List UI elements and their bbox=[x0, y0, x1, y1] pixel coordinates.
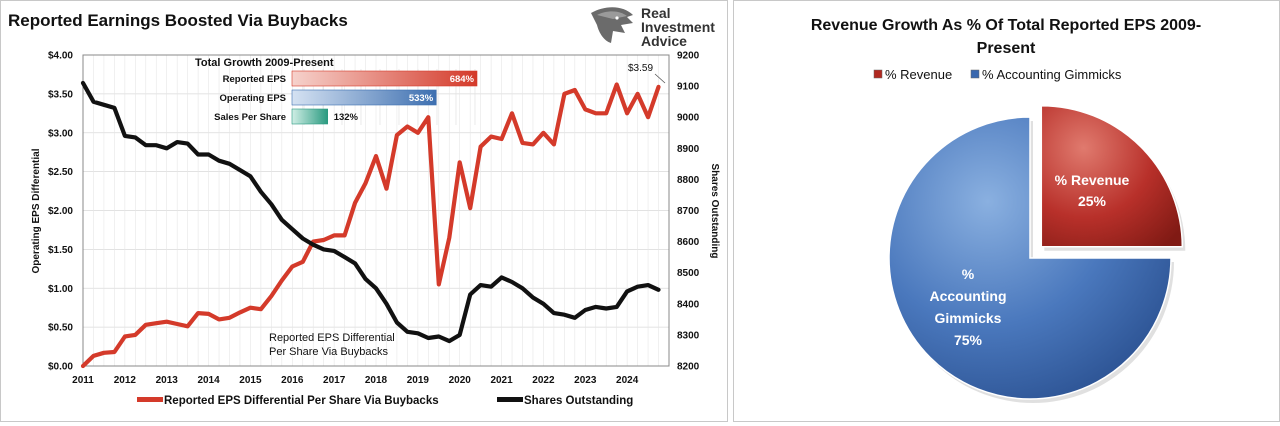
pie-title-line-2: Present bbox=[977, 40, 1036, 57]
inset-bar bbox=[291, 70, 478, 87]
right-y-tick-label: 8200 bbox=[677, 362, 700, 373]
x-tick-label: 2022 bbox=[532, 375, 555, 386]
x-tick-label: 2016 bbox=[281, 375, 304, 386]
pie-title-line-1: Revenue Growth As % Of Total Reported EP… bbox=[811, 17, 1201, 34]
x-tick-label: 2018 bbox=[365, 375, 388, 386]
left-y-tick-label: $0.50 bbox=[48, 323, 73, 334]
revenue-label-value: 25% bbox=[1078, 193, 1107, 209]
inset-bar bbox=[291, 89, 437, 106]
left-y-tick-label: $3.00 bbox=[48, 128, 73, 139]
right-y-axis: 8200 8300 8400 8500 8600 8700 8800 8900 9000 9100… bbox=[677, 51, 700, 373]
inset-bar-label: Operating EPS bbox=[219, 93, 286, 104]
right-y-tick-label: 9000 bbox=[677, 113, 700, 124]
plot-area bbox=[82, 54, 670, 367]
right-y-tick-label: 8500 bbox=[677, 268, 700, 279]
legend-label-gimmicks: % Accounting Gimmicks bbox=[982, 67, 1122, 82]
inset-bar-value-label: 132% bbox=[334, 112, 359, 123]
legend-swatch-revenue bbox=[873, 69, 883, 79]
revenue-label-name: % Revenue bbox=[1055, 172, 1130, 188]
left-y-tick-label: $1.50 bbox=[48, 245, 73, 256]
revenue-pie-chart: Revenue Growth As % Of Total Reported EP… bbox=[811, 17, 1201, 403]
right-y-axis-label: Shares Outstanding bbox=[709, 163, 720, 258]
x-tick-label: 2015 bbox=[239, 375, 262, 386]
pie-slice-label-gimmicks: % Accounting Gimmicks 75% bbox=[930, 266, 1007, 348]
legend-label-revenue: % Revenue bbox=[885, 67, 952, 82]
x-tick-label: 2020 bbox=[449, 375, 472, 386]
logo-line-2: Investment bbox=[641, 19, 715, 35]
legend-swatch-gimmicks bbox=[970, 69, 980, 79]
inset-bar-label: Sales Per Share bbox=[214, 112, 286, 123]
gimmicks-label-line-1: % bbox=[962, 266, 975, 282]
last-value-label: $3.59 bbox=[628, 63, 653, 74]
x-tick-label: 2011 bbox=[72, 375, 94, 386]
x-tick-label: 2017 bbox=[323, 375, 346, 386]
x-tick-label: 2013 bbox=[156, 375, 179, 386]
legend-swatch-shares bbox=[497, 397, 523, 402]
right-y-tick-label: 8800 bbox=[677, 175, 700, 186]
logo-line-1: Real bbox=[641, 5, 671, 21]
pie-legend: % Revenue % Accounting Gimmicks bbox=[873, 67, 1122, 82]
x-tick-label: 2023 bbox=[574, 375, 597, 386]
legend-label-eps: Reported EPS Differential Per Share Via … bbox=[164, 395, 439, 407]
eps-differential-line bbox=[80, 82, 661, 369]
buyback-line-chart: Reported Earnings Boosted Via Buybacks R… bbox=[8, 5, 720, 407]
x-tick-label: 2021 bbox=[490, 375, 513, 386]
left-y-tick-label: $4.00 bbox=[48, 51, 73, 62]
annotation-line-2: Per Share Via Buybacks bbox=[269, 346, 389, 358]
pie-slice-label-revenue: % Revenue 25% bbox=[1055, 172, 1130, 209]
series-lines bbox=[80, 80, 661, 369]
buyback-chart-panel: Reported Earnings Boosted Via Buybacks R… bbox=[0, 0, 728, 422]
left-chart-title: Reported Earnings Boosted Via Buybacks bbox=[8, 11, 348, 30]
right-y-tick-label: 9200 bbox=[677, 51, 700, 62]
inset-title: Total Growth 2009-Present bbox=[195, 57, 334, 69]
logo-line-3: Advice bbox=[641, 33, 687, 49]
last-value-leader bbox=[654, 73, 666, 84]
inset-bar-label: Reported EPS bbox=[223, 74, 286, 85]
right-y-tick-label: 9100 bbox=[677, 82, 700, 93]
x-tick-label: 2012 bbox=[114, 375, 137, 386]
right-y-tick-label: 8300 bbox=[677, 330, 700, 341]
legend-swatch-eps bbox=[137, 397, 163, 402]
left-y-axis-label: Operating EPS Differential bbox=[31, 148, 42, 273]
left-y-tick-label: $0.00 bbox=[48, 362, 73, 373]
shares-outstanding-line bbox=[80, 80, 661, 344]
left-y-tick-label: $2.50 bbox=[48, 167, 73, 178]
left-y-tick-label: $2.00 bbox=[48, 206, 73, 217]
right-y-tick-label: 8900 bbox=[677, 144, 700, 155]
right-y-tick-label: 8400 bbox=[677, 299, 700, 310]
real-investment-advice-logo: Real Investment Advice bbox=[591, 5, 715, 49]
total-growth-inset: Total Growth 2009-Present Reported EPS 68… bbox=[195, 57, 478, 125]
pie-slice-revenue bbox=[1040, 104, 1184, 248]
left-y-tick-label: $3.50 bbox=[48, 89, 73, 100]
annotation-line-1: Reported EPS Differential bbox=[269, 332, 395, 344]
revenue-pie-panel: Revenue Growth As % Of Total Reported EP… bbox=[733, 0, 1280, 422]
left-chart-legend: Reported EPS Differential Per Share Via … bbox=[137, 395, 633, 407]
inset-bar bbox=[291, 108, 329, 125]
x-tick-label: 2014 bbox=[197, 375, 220, 386]
pie-slice-gimmicks bbox=[888, 116, 1172, 400]
x-tick-label: 2024 bbox=[616, 375, 639, 386]
gimmicks-label-line-2: Accounting bbox=[930, 288, 1007, 304]
legend-label-shares: Shares Outstanding bbox=[524, 395, 633, 407]
eagle-logo-icon bbox=[591, 7, 633, 44]
inset-bar-value-label: 684% bbox=[450, 74, 475, 85]
right-y-tick-label: 8600 bbox=[677, 237, 700, 248]
right-y-tick-label: 8700 bbox=[677, 206, 700, 217]
left-y-tick-label: $1.00 bbox=[48, 284, 73, 295]
x-axis: 2011 2012 2013 2014 2015 2016 2017 2018 2019 2020… bbox=[72, 375, 639, 386]
inset-bar-value-label: 533% bbox=[409, 93, 434, 104]
x-tick-label: 2019 bbox=[407, 375, 430, 386]
gimmicks-label-value: 75% bbox=[954, 332, 983, 348]
gimmicks-label-line-3: Gimmicks bbox=[935, 310, 1002, 326]
left-y-axis: $0.00 $0.50 $1.00 $1.50 $2.00 $2.50 $3.00 $3.50… bbox=[48, 51, 73, 373]
